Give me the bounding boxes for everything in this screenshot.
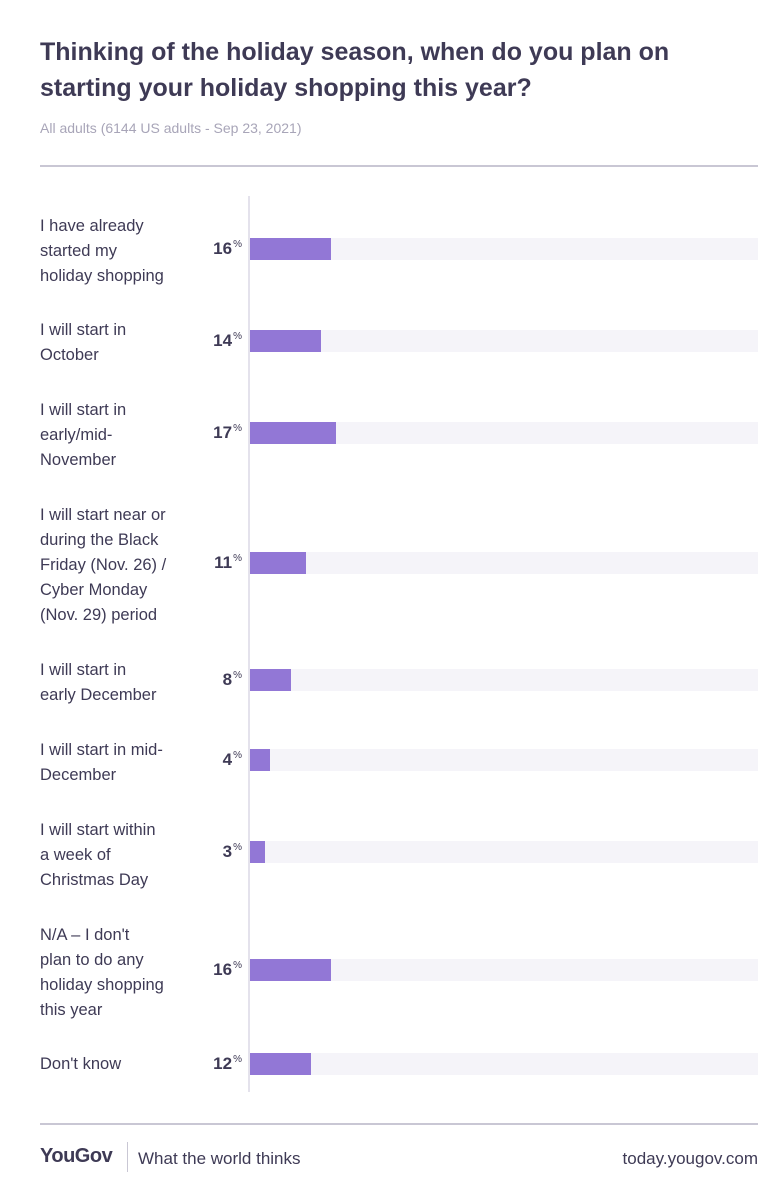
bar <box>250 330 321 352</box>
data-label: 3% <box>222 842 242 861</box>
bar-track <box>250 552 758 574</box>
bar <box>250 841 265 863</box>
chart-title: Thinking of the holiday season, when do … <box>40 38 670 102</box>
bar-track <box>250 959 758 981</box>
category-label: I will start within a week of Christmas Da… <box>40 821 156 889</box>
category-label: I have already started my holiday shopping <box>40 217 164 285</box>
category-label: I will start near or during the Black Frid… <box>40 506 167 624</box>
top-divider <box>40 165 758 167</box>
chart-subtitle: All adults (6144 US adults - Sep 23, 202… <box>40 120 302 136</box>
bar-track <box>250 238 758 260</box>
bar-track <box>250 669 758 691</box>
chart-axis-line <box>248 196 250 1092</box>
footer-divider <box>127 1142 128 1172</box>
data-label: 4% <box>222 750 242 769</box>
bar-track <box>250 330 758 352</box>
data-label: 11% <box>214 553 242 572</box>
data-label: 16% <box>213 239 242 258</box>
bar-track <box>250 422 758 444</box>
bar-track <box>250 841 758 863</box>
category-label: I will start in early/mid- November <box>40 401 127 469</box>
category-label: I will start in early December <box>40 661 157 704</box>
bar <box>250 422 336 444</box>
category-label: I will start in October <box>40 321 127 364</box>
bar <box>250 749 270 771</box>
bar-track <box>250 1053 758 1075</box>
data-label: 12% <box>213 1054 242 1073</box>
data-label: 8% <box>222 670 242 689</box>
category-label: Don't know <box>40 1055 122 1073</box>
bar <box>250 959 331 981</box>
yougov-logo: YouGov <box>40 1145 113 1167</box>
category-label: N/A – I don't plan to do any holiday shopp… <box>40 926 164 1019</box>
bar-track <box>250 749 758 771</box>
footer-url: today.yougov.com <box>622 1149 758 1168</box>
data-label: 14% <box>213 331 242 350</box>
bar <box>250 238 331 260</box>
category-label: I will start in mid- December <box>40 741 163 784</box>
bar <box>250 1053 311 1075</box>
bar <box>250 669 291 691</box>
footer-tagline: What the world thinks <box>138 1149 301 1168</box>
bar <box>250 552 306 574</box>
bottom-divider <box>40 1123 758 1125</box>
data-label: 17% <box>213 423 242 442</box>
data-label: 16% <box>213 960 242 979</box>
